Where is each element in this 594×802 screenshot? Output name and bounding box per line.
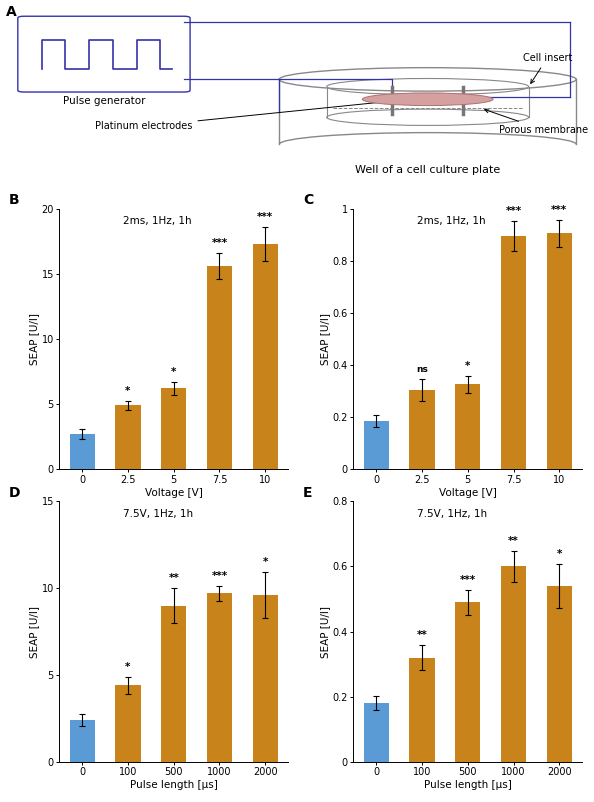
Y-axis label: SEAP [U/l]: SEAP [U/l] (29, 606, 39, 658)
Text: *: * (465, 361, 470, 371)
Text: *: * (557, 549, 562, 558)
Bar (161, 388, 187, 469)
Bar (364, 703, 389, 762)
Bar (115, 405, 141, 469)
Bar (409, 390, 435, 469)
Text: B: B (9, 192, 20, 207)
Text: **: ** (416, 630, 428, 640)
Text: *: * (125, 662, 131, 671)
Bar (501, 566, 526, 762)
Text: Platinum electrodes: Platinum electrodes (95, 100, 388, 132)
Text: 2ms, 1Hz, 1h: 2ms, 1Hz, 1h (418, 217, 486, 226)
Text: *: * (263, 557, 268, 567)
Bar (69, 434, 95, 469)
Text: **: ** (168, 573, 179, 583)
Bar (501, 236, 526, 469)
FancyBboxPatch shape (18, 16, 190, 92)
X-axis label: Voltage [V]: Voltage [V] (145, 488, 203, 497)
X-axis label: Pulse length [μs]: Pulse length [μs] (130, 780, 217, 790)
Bar (252, 244, 278, 469)
Bar (69, 720, 95, 762)
Text: *: * (125, 386, 131, 395)
Text: ***: *** (257, 212, 273, 221)
Bar (455, 384, 481, 469)
Text: ***: *** (460, 575, 476, 585)
Bar (409, 658, 435, 762)
Text: **: ** (508, 536, 519, 545)
Text: C: C (303, 192, 314, 207)
Text: ***: *** (211, 571, 228, 581)
Text: Porous membrane: Porous membrane (485, 109, 588, 135)
Bar (252, 595, 278, 762)
Text: ***: *** (551, 205, 567, 214)
Text: 7.5V, 1Hz, 1h: 7.5V, 1Hz, 1h (418, 509, 488, 519)
Bar (546, 586, 572, 762)
Text: Pulse generator: Pulse generator (63, 95, 145, 106)
Y-axis label: SEAP [U/l]: SEAP [U/l] (320, 606, 330, 658)
Text: ***: *** (505, 205, 522, 216)
Text: Cell insert: Cell insert (523, 53, 572, 83)
X-axis label: Pulse length [μs]: Pulse length [μs] (424, 780, 511, 790)
Bar (115, 686, 141, 762)
Bar (207, 593, 232, 762)
Text: D: D (9, 485, 21, 500)
Text: Well of a cell culture plate: Well of a cell culture plate (355, 165, 500, 175)
Text: 2ms, 1Hz, 1h: 2ms, 1Hz, 1h (124, 217, 192, 226)
Text: A: A (6, 6, 17, 19)
Bar (161, 606, 187, 762)
Text: *: * (171, 367, 176, 377)
Text: ns: ns (416, 365, 428, 374)
Text: ***: *** (211, 237, 228, 248)
X-axis label: Voltage [V]: Voltage [V] (439, 488, 497, 497)
Text: 7.5V, 1Hz, 1h: 7.5V, 1Hz, 1h (124, 509, 194, 519)
Bar (546, 233, 572, 469)
Text: E: E (303, 485, 312, 500)
Bar (207, 265, 232, 469)
Bar (455, 602, 481, 762)
Y-axis label: SEAP [U/l]: SEAP [U/l] (320, 313, 330, 365)
Y-axis label: SEAP [U/l]: SEAP [U/l] (29, 313, 39, 365)
Bar (364, 421, 389, 469)
Ellipse shape (362, 93, 493, 106)
